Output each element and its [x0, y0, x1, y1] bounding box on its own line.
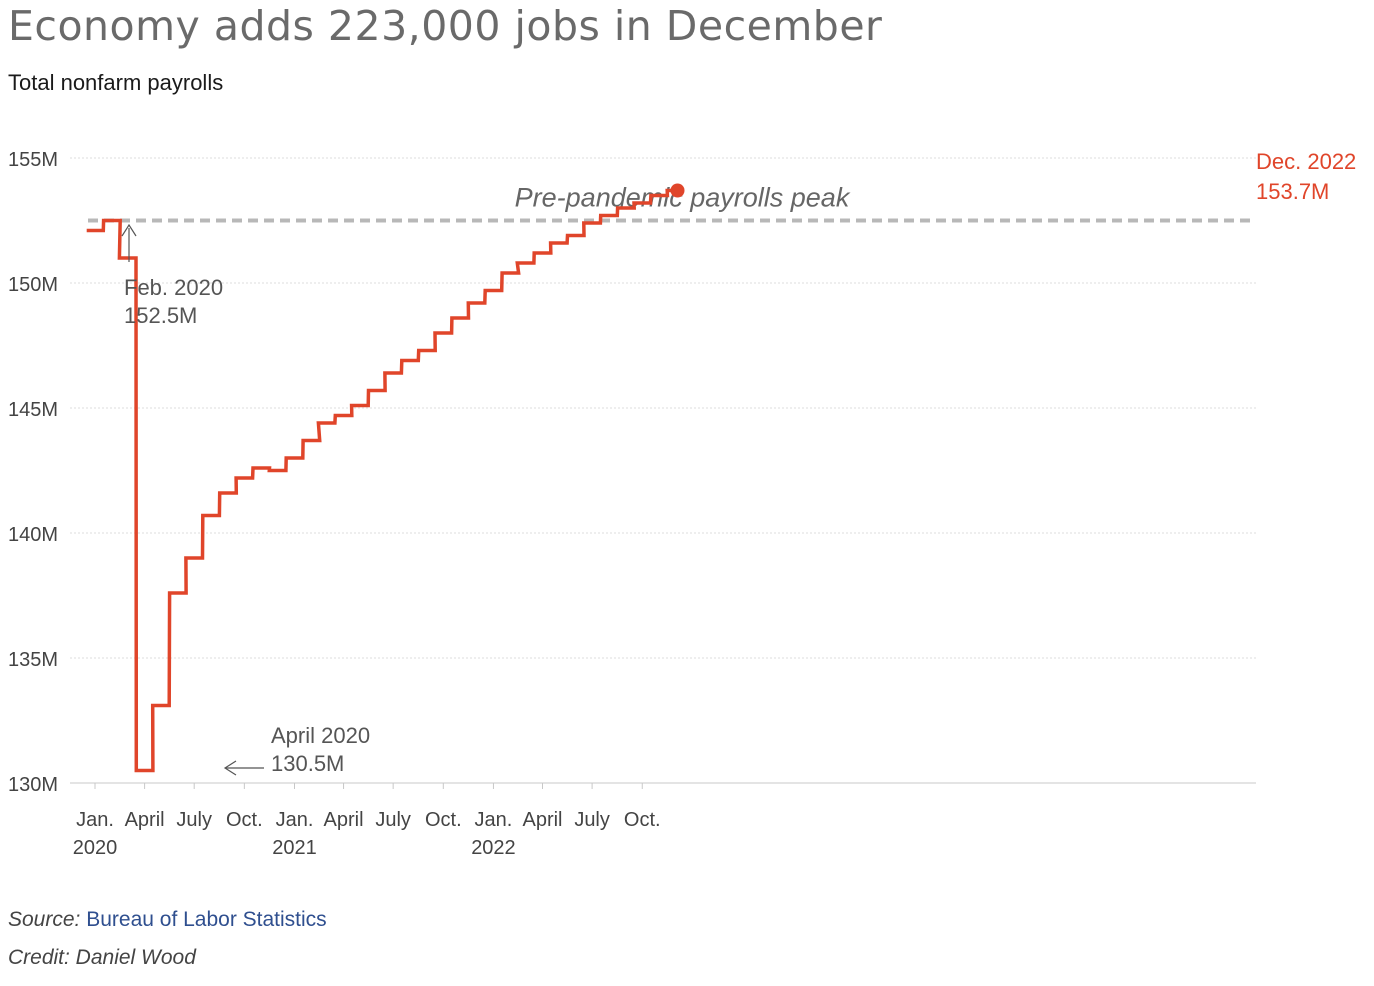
- feb-annotation-date: Feb. 2020: [124, 275, 223, 300]
- source-line: Source: Bureau of Labor Statistics: [8, 908, 327, 932]
- x-tick-label: Jan.: [475, 809, 513, 831]
- x-tick-label: Jan.: [76, 809, 114, 831]
- april-annotation-value: 130.5M: [271, 751, 344, 776]
- feb-arrow-head: [121, 223, 137, 237]
- source-link[interactable]: Bureau of Labor Statistics: [86, 908, 327, 931]
- chart-subtitle: Total nonfarm payrolls: [8, 70, 224, 95]
- x-tick-label: Oct.: [425, 809, 462, 831]
- y-tick-label: 155M: [8, 149, 58, 171]
- x-tick-label: April: [125, 809, 165, 831]
- dec-annotation-date: Dec. 2022: [1256, 149, 1356, 174]
- x-tick-label: Oct.: [624, 809, 661, 831]
- x-tick-label: April: [324, 809, 364, 831]
- credit-line: Credit: Daniel Wood: [8, 946, 196, 969]
- x-tick-label: Oct.: [226, 809, 263, 831]
- chart-title: Economy adds 223,000 jobs in December: [8, 2, 883, 50]
- x-tick-year: 2022: [471, 837, 516, 859]
- dec-annotation-value: 153.7M: [1256, 179, 1329, 204]
- x-tick-label: July: [574, 809, 610, 831]
- y-tick-label: 135M: [8, 649, 58, 671]
- y-tick-label: 150M: [8, 274, 58, 296]
- payrolls-step-line: [86, 188, 676, 773]
- y-tick-label: 145M: [8, 399, 58, 421]
- x-tick-label: July: [176, 809, 212, 831]
- x-tick-label: Jan.: [276, 809, 314, 831]
- feb-annotation-value: 152.5M: [124, 303, 197, 328]
- april-arrow-head: [223, 760, 237, 776]
- x-tick-label: April: [522, 809, 562, 831]
- last-point-marker: [670, 183, 685, 198]
- x-tick-year: 2021: [272, 837, 317, 859]
- y-tick-label: 130M: [8, 774, 58, 796]
- source-label: Source:: [8, 908, 81, 931]
- payrolls-chart: 130M 135M 140M 145M 150M 155M Jan. 2020 April Jul…: [8, 149, 1356, 859]
- april-annotation-date: April 2020: [271, 723, 370, 748]
- x-tick-label: July: [375, 809, 411, 831]
- y-tick-label: 140M: [8, 524, 58, 546]
- x-tick-year: 2020: [73, 837, 118, 859]
